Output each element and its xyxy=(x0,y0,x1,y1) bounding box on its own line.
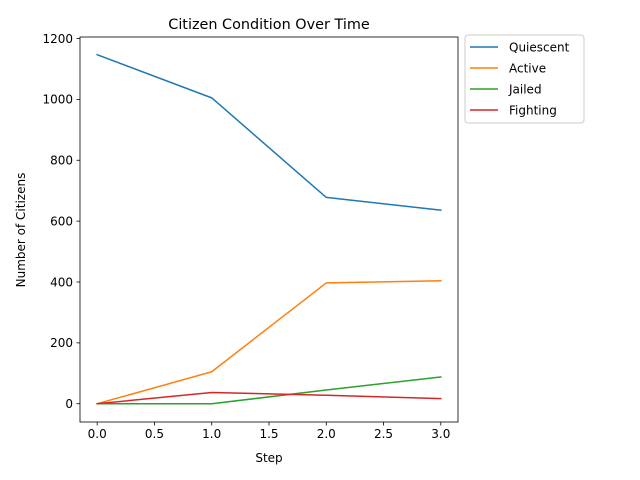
x-tick-label: 1.0 xyxy=(202,427,221,441)
x-tick-label: 0.5 xyxy=(145,427,164,441)
plot-area xyxy=(79,36,459,423)
y-tick-label: 600 xyxy=(50,214,73,228)
series-line-quiescent xyxy=(96,53,442,211)
y-axis-label: Number of Citizens xyxy=(14,173,28,288)
x-axis: 0.0 0.5 1.0 1.5 2.0 2.5 3.0 xyxy=(88,422,450,441)
x-tick-label: 2.0 xyxy=(317,427,336,441)
chart-title: Citizen Condition Over Time xyxy=(168,17,370,33)
series-layer xyxy=(96,53,442,405)
y-axis: 0 200 400 600 800 1000 1200 xyxy=(42,32,80,411)
x-tick-label: 3.0 xyxy=(431,427,450,441)
x-axis-label: Step xyxy=(255,451,282,465)
y-tick-label: 1200 xyxy=(42,32,73,46)
x-tick-label: 1.5 xyxy=(259,427,278,441)
legend-label-fighting: Fighting xyxy=(509,103,557,117)
series-line-fighting xyxy=(96,391,442,405)
legend-label-jailed: Jailed xyxy=(508,82,542,96)
legend-label-active: Active xyxy=(509,61,546,75)
y-tick-label: 800 xyxy=(50,154,73,168)
legend-box xyxy=(464,34,585,124)
y-tick-label: 0 xyxy=(65,397,73,411)
y-tick-label: 400 xyxy=(50,275,73,289)
legend-label-quiescent: Quiescent xyxy=(509,40,570,54)
y-tick-label: 200 xyxy=(50,336,73,350)
y-tick-label: 1000 xyxy=(42,93,73,107)
legend: Quiescent Active Jailed Fighting xyxy=(464,34,585,124)
x-tick-label: 2.5 xyxy=(374,427,393,441)
series-line-jailed xyxy=(96,376,442,405)
series-line-active xyxy=(96,280,442,405)
x-tick-label: 0.0 xyxy=(88,427,107,441)
